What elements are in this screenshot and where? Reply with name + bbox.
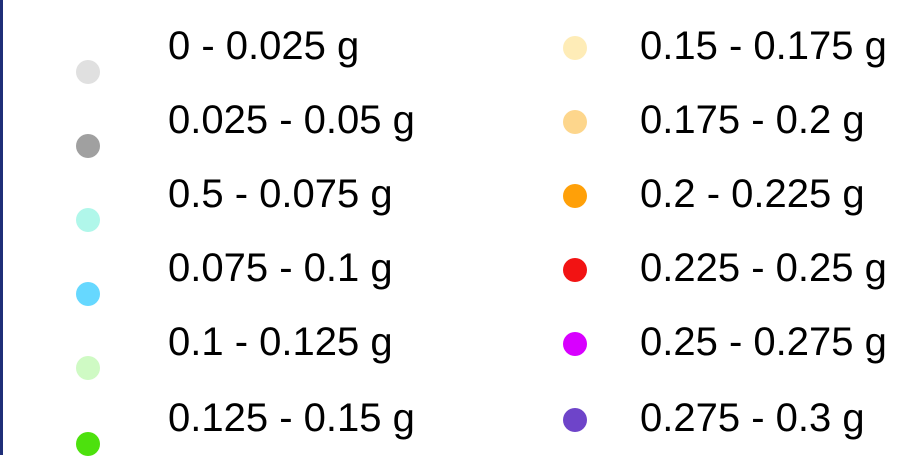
legend-label: 0.075 - 0.1 g	[168, 246, 393, 290]
legend-item: 0.225 - 0.25 g	[460, 240, 909, 300]
legend-item: 0.025 - 0.05 g	[0, 92, 460, 158]
color-swatch	[76, 60, 100, 84]
color-swatch	[76, 208, 100, 232]
legend-label: 0.25 - 0.275 g	[640, 320, 887, 364]
legend-label: 0.2 - 0.225 g	[640, 172, 865, 216]
legend-label: 0.025 - 0.05 g	[168, 98, 415, 142]
legend-item: 0.125 - 0.15 g	[0, 390, 460, 456]
color-swatch	[563, 36, 587, 60]
color-swatch	[563, 408, 587, 432]
legend-label: 0.5 - 0.075 g	[168, 172, 393, 216]
legend-label: 0.1 - 0.125 g	[168, 320, 393, 364]
color-swatch	[76, 356, 100, 380]
legend-item: 0.1 - 0.125 g	[0, 314, 460, 380]
legend-item: 0 - 0.025 g	[0, 18, 460, 84]
color-swatch	[563, 110, 587, 134]
legend-label: 0.15 - 0.175 g	[640, 24, 887, 68]
color-swatch	[76, 432, 100, 456]
color-swatch	[76, 282, 100, 306]
legend-label: 0.175 - 0.2 g	[640, 98, 865, 142]
legend-label: 0 - 0.025 g	[168, 24, 360, 68]
legend-item: 0.2 - 0.225 g	[460, 166, 909, 226]
legend-item: 0.5 - 0.075 g	[0, 166, 460, 232]
legend-item: 0.075 - 0.1 g	[0, 240, 460, 306]
legend-item: 0.275 - 0.3 g	[460, 390, 909, 450]
legend-item: 0.15 - 0.175 g	[460, 18, 909, 78]
color-swatch	[76, 134, 100, 158]
color-swatch	[563, 184, 587, 208]
legend-item: 0.175 - 0.2 g	[460, 92, 909, 152]
legend-label: 0.275 - 0.3 g	[640, 396, 865, 440]
legend-item: 0.25 - 0.275 g	[460, 314, 909, 374]
frame-left-edge	[0, 0, 3, 455]
legend-label: 0.125 - 0.15 g	[168, 396, 415, 440]
color-swatch	[563, 332, 587, 356]
legend-label: 0.225 - 0.25 g	[640, 246, 887, 290]
color-swatch	[563, 258, 587, 282]
